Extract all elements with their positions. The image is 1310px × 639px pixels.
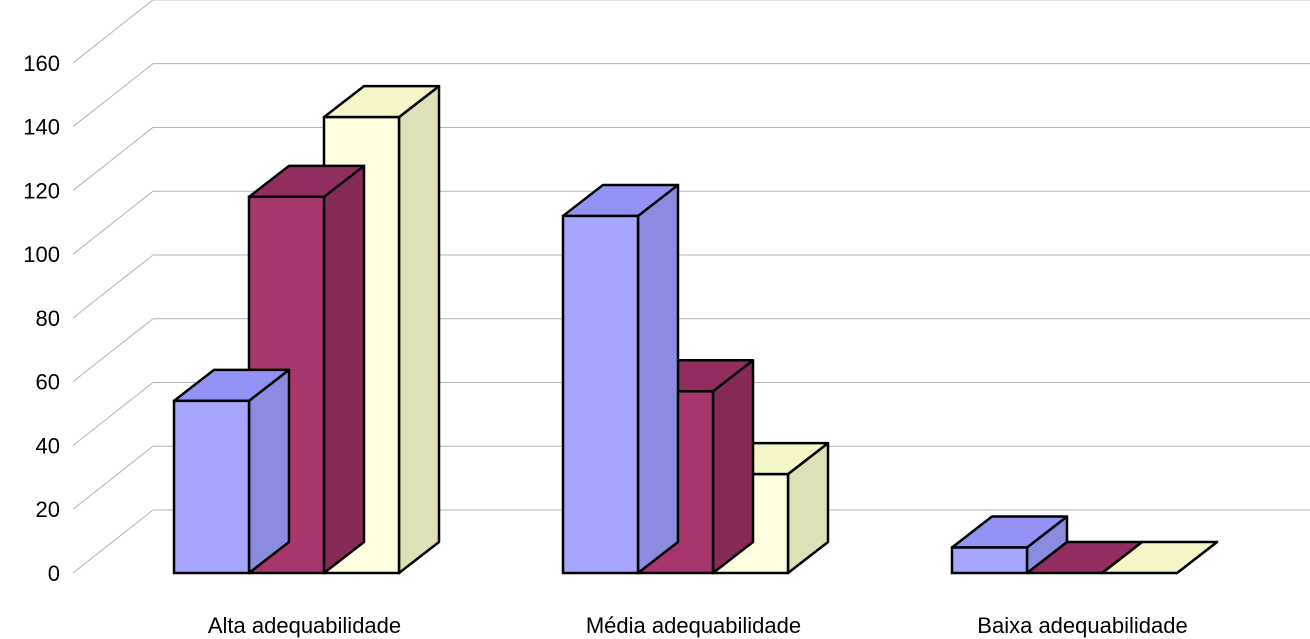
bar	[950, 515, 1069, 575]
bar	[172, 368, 291, 575]
y-tick-label: 80	[36, 306, 60, 331]
y-tick-label: 140	[23, 115, 60, 140]
y-tick-label: 160	[23, 51, 60, 76]
gridline-depth	[72, 127, 154, 191]
bar-front	[172, 399, 251, 575]
gridline-depth	[72, 382, 154, 446]
bar-front	[561, 214, 640, 575]
bar-side	[711, 359, 755, 575]
y-tick-label: 20	[36, 497, 60, 522]
gridline-depth	[72, 254, 154, 319]
y-tick-label: 0	[48, 561, 60, 586]
bar-side	[397, 84, 441, 575]
y-axis-ticks: 0 20 40 60 80 100 120 140 160	[23, 51, 60, 586]
gridline-depth	[72, 190, 154, 255]
gridline-depth	[72, 318, 154, 383]
category-label: Baixa adequabilidade	[977, 613, 1187, 638]
bar-side	[636, 183, 680, 575]
bar-front	[950, 546, 1029, 575]
bar	[561, 183, 680, 575]
y-tick-label: 120	[23, 178, 60, 203]
gridline-depth	[72, 63, 154, 128]
category-label: Média adequabilidade	[586, 613, 801, 638]
gridline-depth	[72, 445, 154, 510]
y-tick-label: 40	[36, 433, 60, 458]
y-tick-label: 100	[23, 242, 60, 267]
bars	[172, 84, 1219, 575]
bar-side	[247, 368, 291, 575]
gridline-depth	[72, 509, 154, 574]
gridline-depth	[72, 0, 154, 64]
y-tick-label: 60	[36, 370, 60, 395]
bar-side	[322, 164, 366, 575]
category-label: Alta adequabilidade	[208, 613, 401, 638]
category-labels: Alta adequabilidade Média adequabilidade B…	[208, 613, 1188, 638]
